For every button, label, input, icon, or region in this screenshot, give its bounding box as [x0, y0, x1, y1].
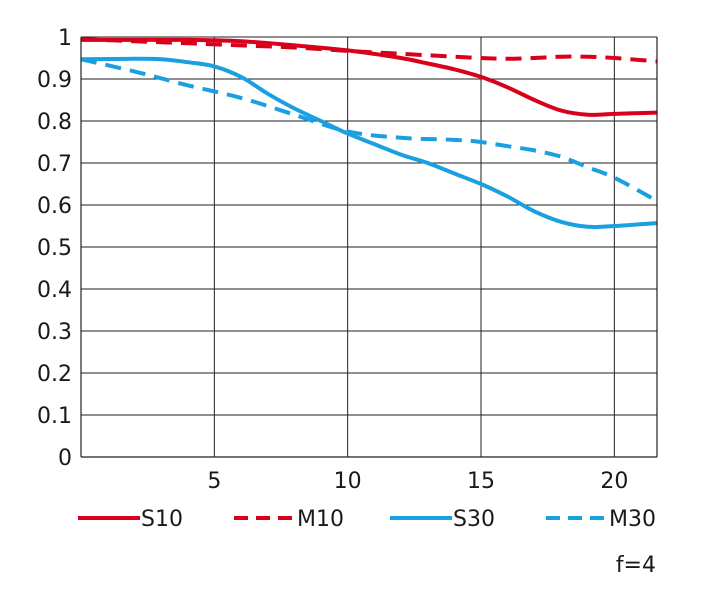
x-tick-label: 5 [207, 469, 221, 494]
y-tick-label: 0.9 [37, 68, 72, 93]
x-tick-labels: 5 10 15 20 [207, 469, 628, 494]
series-lines [80, 37, 658, 230]
series-line-s30 [80, 56, 658, 230]
y-tick-label: 0.2 [37, 362, 72, 387]
series-line-s10 [80, 37, 658, 117]
legend-label-m30: M30 [609, 507, 656, 532]
y-tick-label: 0.1 [37, 404, 72, 429]
y-tick-label: 0.3 [37, 320, 72, 345]
y-tick-label: 0.7 [37, 152, 72, 177]
plot-frame [80, 37, 658, 458]
aperture-annotation: f=4 [616, 553, 656, 578]
grid [81, 36, 657, 458]
y-tick-label: 0.4 [37, 278, 72, 303]
y-tick-label: 1 [58, 26, 72, 51]
y-tick-label: 0.5 [37, 236, 72, 261]
legend-label-s10: S10 [141, 507, 183, 532]
legend-label-s30: S30 [453, 507, 495, 532]
x-tick-label: 20 [600, 469, 628, 494]
x-tick-label: 10 [334, 469, 362, 494]
y-tick-labels: 0 0.1 0.2 0.3 0.4 0.5 0.6 0.7 0.8 0.9 1 [37, 26, 72, 471]
series-line-m30 [80, 57, 658, 203]
x-tick-label: 15 [467, 469, 495, 494]
legend-label-m10: M10 [297, 507, 344, 532]
y-tick-label: 0.8 [37, 110, 72, 135]
legend: S10 M10 S30 M30 [78, 507, 656, 532]
y-tick-label: 0 [58, 446, 72, 471]
y-tick-label: 0.6 [37, 194, 72, 219]
